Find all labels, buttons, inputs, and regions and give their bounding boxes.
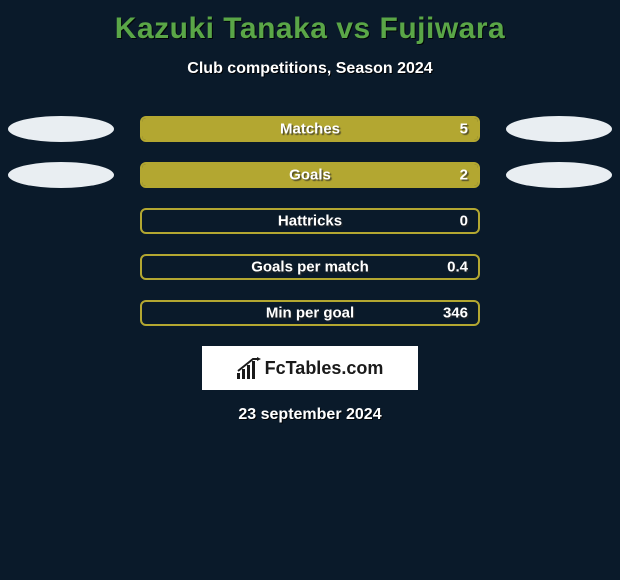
bar-label: Goals xyxy=(289,167,331,184)
stat-row: Goals per match 0.4 xyxy=(0,254,620,280)
bar-value: 0 xyxy=(460,213,468,230)
bar-track: Goals 2 xyxy=(140,162,480,188)
stat-row: Matches 5 xyxy=(0,116,620,142)
right-marker xyxy=(506,162,612,188)
bar-label: Goals per match xyxy=(251,259,369,276)
bars-icon xyxy=(237,357,261,379)
watermark-text: FcTables.com xyxy=(265,358,384,379)
stat-row: Min per goal 346 xyxy=(0,300,620,326)
date-text: 23 september 2024 xyxy=(0,406,620,424)
bar-label: Min per goal xyxy=(266,305,354,322)
bar-track: Matches 5 xyxy=(140,116,480,142)
bar-value: 346 xyxy=(443,305,468,322)
subtitle: Club competitions, Season 2024 xyxy=(0,60,620,78)
left-marker xyxy=(8,116,114,142)
bar-label: Matches xyxy=(280,121,340,138)
stat-row: Goals 2 xyxy=(0,162,620,188)
bar-value: 2 xyxy=(460,167,468,184)
stat-row: Hattricks 0 xyxy=(0,208,620,234)
bar-track: Hattricks 0 xyxy=(140,208,480,234)
bar-value: 5 xyxy=(460,121,468,138)
right-marker xyxy=(506,116,612,142)
bar-label: Hattricks xyxy=(278,213,342,230)
watermark: FcTables.com xyxy=(202,346,418,390)
bar-track: Goals per match 0.4 xyxy=(140,254,480,280)
comparison-bars: Matches 5 Goals 2 Hattricks 0 Goals per match 0… xyxy=(0,116,620,326)
bar-value: 0.4 xyxy=(447,259,468,276)
left-marker xyxy=(8,162,114,188)
page-title: Kazuki Tanaka vs Fujiwara xyxy=(0,0,620,46)
bar-track: Min per goal 346 xyxy=(140,300,480,326)
